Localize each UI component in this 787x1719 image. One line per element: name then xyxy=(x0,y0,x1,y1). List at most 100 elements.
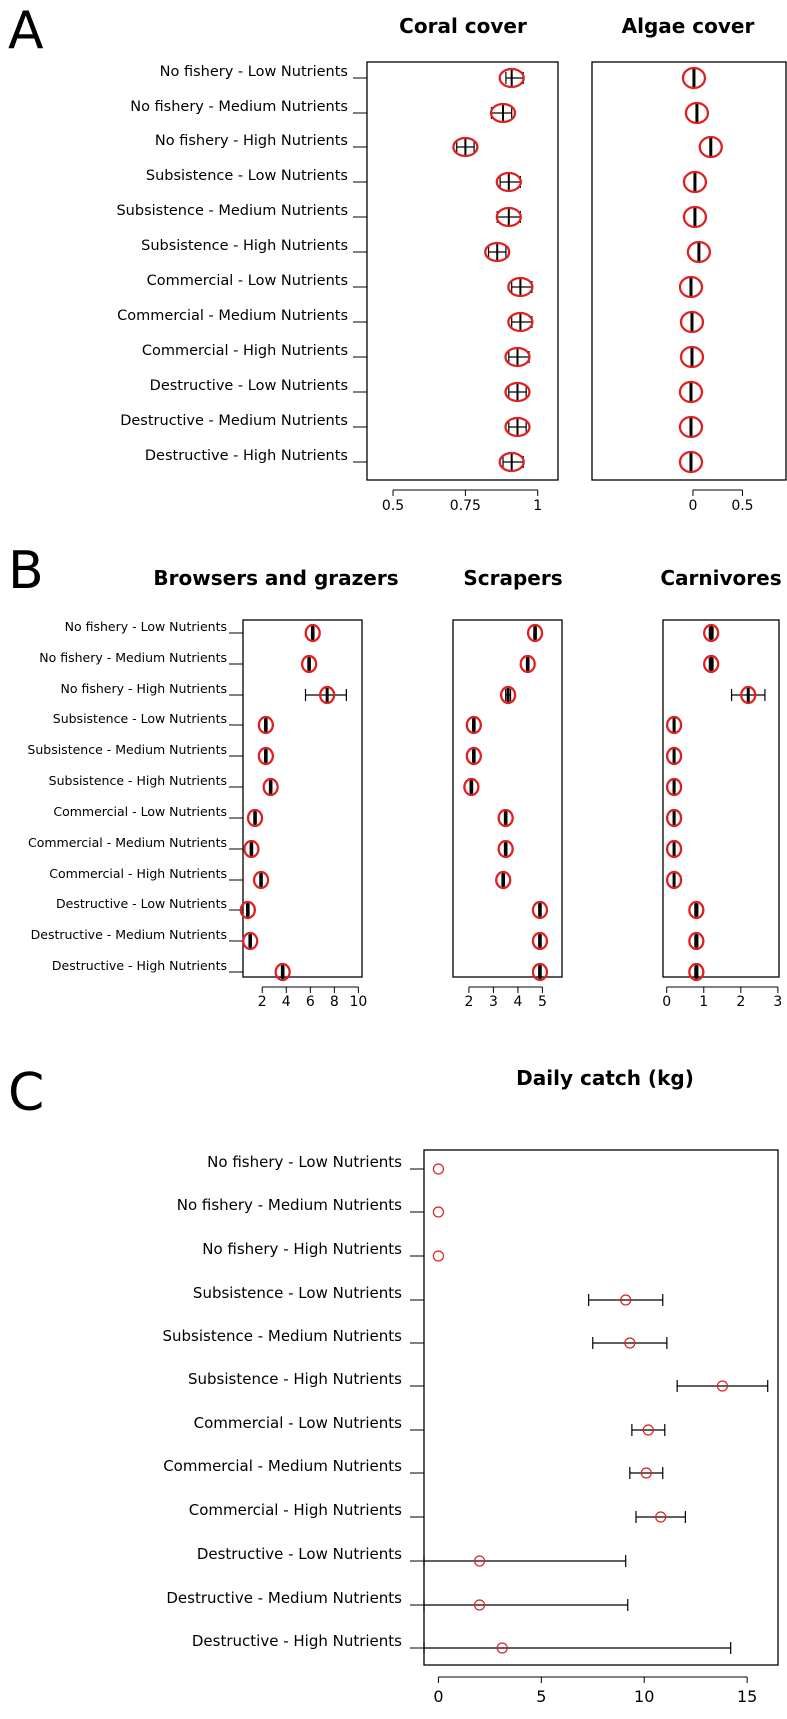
chart3-y-tick-label: Subsistence - High Nutrients xyxy=(49,773,227,788)
chart5-point xyxy=(665,715,683,735)
chart1-y-tick-label: Subsistence - High Nutrients xyxy=(141,238,348,254)
chart3-point xyxy=(239,900,256,920)
chart1-y-tick-label: Destructive - Medium Nutrients xyxy=(120,413,348,429)
chart3-y-tick-label: Destructive - Medium Nutrients xyxy=(31,927,227,942)
chart3-x-tick-label: 10 xyxy=(349,994,367,1010)
chart4-frame xyxy=(452,619,563,978)
chart1-point xyxy=(504,381,531,403)
chart3-y-tick-label: Subsistence - Low Nutrients xyxy=(53,711,227,726)
chart6-y-tick-label: Subsistence - Low Nutrients xyxy=(193,1284,402,1302)
chart6-point xyxy=(432,1250,445,1262)
chart1-x-tick-label: 1 xyxy=(533,498,542,514)
chart4-x-tick-label: 4 xyxy=(513,994,522,1010)
chart6-point xyxy=(642,1424,654,1436)
chart2-point xyxy=(686,240,712,264)
chart3-point xyxy=(318,685,336,705)
chart4-point xyxy=(531,931,549,951)
chart1-frame xyxy=(366,61,559,481)
chart1-point xyxy=(495,171,522,193)
chart1-y-tick-label: Commercial - Low Nutrients xyxy=(147,273,348,289)
chart3-point xyxy=(243,839,260,859)
chart6-y-tick-label: No fishery - Low Nutrients xyxy=(207,1153,402,1171)
chart1-x-tick-label: 0.5 xyxy=(382,498,404,514)
chart6-y-tick-label: Commercial - Low Nutrients xyxy=(194,1414,403,1432)
chart3-x-tick-label: 6 xyxy=(306,994,315,1010)
chart3-frame xyxy=(242,619,363,978)
chart3-y-tick-label: No fishery - Low Nutrients xyxy=(65,619,227,634)
chart1-point xyxy=(452,136,479,158)
chart6-frame xyxy=(423,1149,779,1666)
chart6-x-tick-label: 0 xyxy=(433,1687,443,1706)
chart4-point xyxy=(495,870,512,890)
chart4-point xyxy=(465,715,482,735)
chart2-point xyxy=(682,170,708,194)
chart1-point xyxy=(489,102,517,124)
chart6-y-tick-label: Destructive - Low Nutrients xyxy=(197,1545,402,1563)
chart4-point xyxy=(531,962,549,982)
chart1-title: Coral cover xyxy=(399,14,527,38)
chart3-y-tick-label: No fishery - High Nutrients xyxy=(61,681,227,696)
panel-letter-a: A xyxy=(8,1,44,61)
chart3-x-tick-label: 4 xyxy=(282,994,291,1010)
chart3-y-tick-label: Destructive - High Nutrients xyxy=(52,958,227,973)
chart6-x-tick-label: 5 xyxy=(536,1687,546,1706)
chart1-y-tick-label: No fishery - High Nutrients xyxy=(155,133,348,149)
chart1-y-tick-label: Destructive - High Nutrients xyxy=(145,448,348,464)
chart2-x-tick-label: 0.5 xyxy=(731,498,753,514)
chart3-y-tick-label: Destructive - Low Nutrients xyxy=(56,896,227,911)
chart4-point xyxy=(463,777,480,797)
chart5-frame xyxy=(662,619,780,978)
chart5-x-tick-label: 3 xyxy=(773,994,782,1010)
chart6-y-tick-label: Destructive - Medium Nutrients xyxy=(166,1589,402,1607)
chart6-point xyxy=(640,1467,652,1479)
chart4-point xyxy=(499,685,517,705)
chart2-point xyxy=(679,310,705,334)
chart6-y-tick-label: Destructive - High Nutrients xyxy=(192,1632,402,1650)
chart3-point xyxy=(257,715,274,735)
chart5-point xyxy=(665,746,683,766)
chart4-point xyxy=(497,808,514,828)
chart5-title: Carnivores xyxy=(660,566,781,590)
chart5-point xyxy=(665,777,683,797)
chart1-y-tick-label: Destructive - Low Nutrients xyxy=(150,378,348,394)
chart1-y-tick-label: Commercial - High Nutrients xyxy=(142,343,348,359)
chart5-x-tick-label: 0 xyxy=(662,994,671,1010)
chart5-x-tick-label: 2 xyxy=(736,994,745,1010)
chart4-title: Scrapers xyxy=(463,566,562,590)
chart6-point xyxy=(473,1599,486,1611)
chart3-title: Browsers and grazers xyxy=(153,566,398,590)
chart5-x-tick-label: 1 xyxy=(699,994,708,1010)
chart2-point xyxy=(681,66,707,90)
chart2-point xyxy=(678,275,704,299)
chart6-point xyxy=(432,1163,445,1175)
chart2-point xyxy=(678,450,704,474)
chart5-point xyxy=(688,900,705,920)
chart1-point xyxy=(507,311,534,333)
chart2-point xyxy=(679,345,705,369)
chart5-point xyxy=(703,623,720,643)
chart4-point xyxy=(526,623,544,643)
chart3-y-tick-label: Commercial - Low Nutrients xyxy=(53,804,227,819)
chart3-point xyxy=(257,746,274,766)
chart4-point xyxy=(497,839,514,859)
chart1-y-tick-label: No fishery - Medium Nutrients xyxy=(130,99,348,115)
chart3-point xyxy=(242,931,259,951)
chart1-y-tick-label: No fishery - Low Nutrients xyxy=(160,64,348,80)
chart1-y-tick-label: Subsistence - Low Nutrients xyxy=(146,168,348,184)
chart1-point xyxy=(504,416,531,438)
chart6-x-tick-label: 10 xyxy=(634,1687,654,1706)
chart1-x-tick-label: 0.75 xyxy=(450,498,481,514)
chart6-point xyxy=(473,1555,486,1567)
chart6-y-tick-label: Subsistence - High Nutrients xyxy=(188,1370,402,1388)
chart3-x-tick-label: 2 xyxy=(258,994,267,1010)
chart4-point xyxy=(531,900,549,920)
chart6-y-tick-label: No fishery - High Nutrients xyxy=(202,1240,402,1258)
chart2-title: Algae cover xyxy=(622,14,755,38)
chart1-y-tick-label: Commercial - Medium Nutrients xyxy=(117,308,348,324)
chart6-point xyxy=(716,1380,729,1392)
chart6-title: Daily catch (kg) xyxy=(516,1066,694,1090)
chart6-point xyxy=(620,1294,632,1306)
chart3-point xyxy=(300,654,318,674)
chart6-y-tick-label: No fishery - Medium Nutrients xyxy=(177,1196,402,1214)
